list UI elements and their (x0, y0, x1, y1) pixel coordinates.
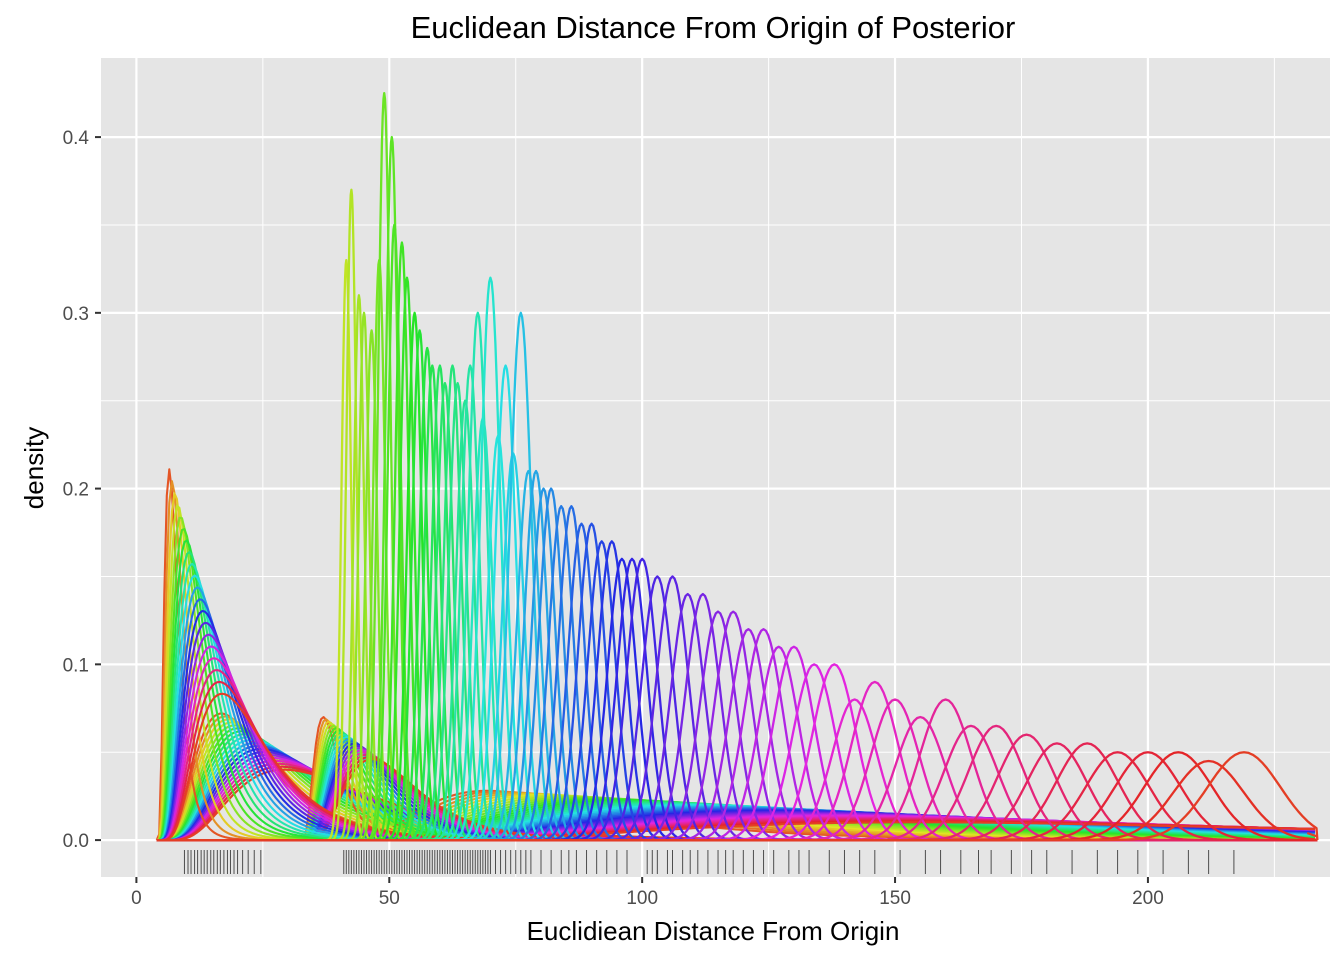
x-tick-label: 0 (131, 888, 142, 909)
y-tick-label: 0.4 (63, 128, 90, 149)
y-tick-label: 0.3 (63, 304, 89, 325)
x-tick-label: 100 (626, 888, 658, 909)
density-curve-tail (1306, 831, 1318, 838)
series-layer (155, 92, 1319, 842)
y-axis: 0.0 0.1 0.2 0.3 0.4 (63, 128, 101, 852)
rug-layer (183, 850, 1235, 874)
y-tick-label: 0.0 (63, 831, 89, 852)
grid-minor (101, 58, 1330, 877)
x-tick-label: 200 (1132, 888, 1164, 909)
y-tick-label: 0.1 (63, 655, 89, 676)
chart-title: Euclidean Distance From Origin of Poster… (411, 10, 1016, 45)
y-tick-label: 0.2 (63, 480, 89, 501)
y-axis-label: density (19, 427, 49, 509)
x-axis-label: Euclidiean Distance From Origin (527, 916, 900, 946)
density-curve-peak (156, 751, 1319, 842)
x-axis: 0 50 100 150 200 (131, 877, 1164, 909)
x-tick-label: 150 (879, 888, 911, 909)
plot-panel (101, 58, 1330, 877)
x-tick-label: 50 (379, 888, 400, 909)
